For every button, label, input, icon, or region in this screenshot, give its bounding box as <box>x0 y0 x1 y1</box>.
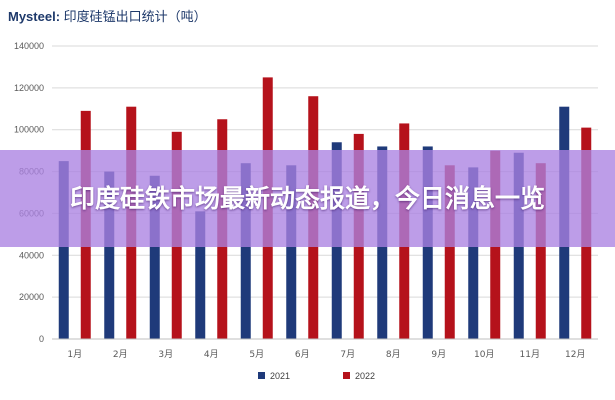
y-tick-label: 100000 <box>14 125 44 135</box>
y-tick-label: 140000 <box>14 41 44 51</box>
bar-2021 <box>468 167 479 339</box>
bar-2021 <box>240 163 251 339</box>
y-tick-label: 20000 <box>19 292 44 302</box>
x-axis-ticks: 1月 2月 3月 4月 5月 6月 7月 8月 9月 10月 11月 12月 <box>52 338 598 360</box>
legend-label-2022: 2022 <box>355 371 375 381</box>
bar-2022 <box>535 163 546 339</box>
source-label: Mysteel: <box>8 9 61 24</box>
headline-text: 印度硅铁市场最新动态报道，今日消息一览 <box>69 183 545 213</box>
x-tick-label: 6月 <box>295 349 310 360</box>
y-tick-label: 40000 <box>19 250 44 260</box>
bar-2021 <box>104 171 115 339</box>
legend: 2021 2022 <box>258 371 375 381</box>
bar-2021 <box>286 165 297 339</box>
y-tick-label: 120000 <box>14 83 44 93</box>
chart-title: 印度硅锰出口统计（吨） <box>63 10 207 25</box>
x-tick-label: 10月 <box>474 349 494 360</box>
x-tick-label: 4月 <box>204 349 219 360</box>
chart-header: Mysteel: 印度硅锰出口统计（吨） <box>8 6 207 25</box>
headline-banner: 印度硅铁市场最新动态报道，今日消息一览 <box>0 150 615 247</box>
x-tick-label: 5月 <box>249 349 264 360</box>
legend-label-2021: 2021 <box>270 371 290 381</box>
x-tick-label: 3月 <box>158 349 173 360</box>
x-tick-label: 2月 <box>113 349 128 360</box>
legend-swatch-2022 <box>343 372 350 379</box>
x-tick-label: 9月 <box>431 349 446 360</box>
bar-2022 <box>444 165 455 339</box>
y-tick-label: 0 <box>39 334 44 344</box>
x-tick-label: 12月 <box>565 349 585 360</box>
x-tick-label: 11月 <box>520 349 540 360</box>
x-tick-label: 1月 <box>67 349 82 360</box>
legend-swatch-2021 <box>258 372 265 379</box>
x-tick-label: 8月 <box>386 349 401 360</box>
bar-2021 <box>195 211 206 339</box>
x-tick-label: 7月 <box>340 349 355 360</box>
bar-2021 <box>149 175 160 339</box>
bar-2021 <box>58 161 69 339</box>
